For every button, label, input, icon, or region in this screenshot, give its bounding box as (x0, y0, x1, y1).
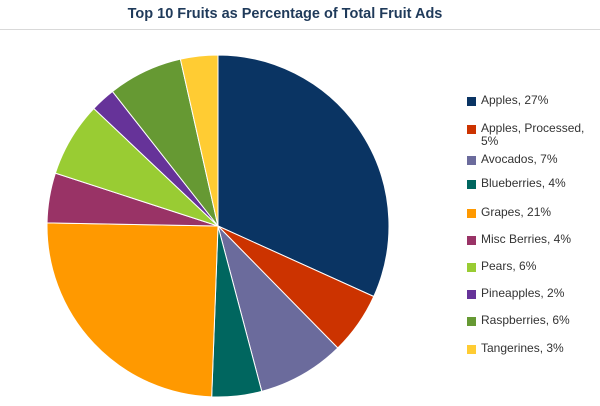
legend-label: Apples, 27% (481, 93, 549, 107)
legend-label: Pears, 6% (481, 259, 537, 273)
legend-swatch (467, 263, 476, 272)
legend-label: Misc Berries, 4% (481, 232, 572, 246)
legend-label: Apples, Processed, 5% (481, 121, 585, 148)
legend-swatch (467, 209, 476, 218)
chart-title: Top 10 Fruits as Percentage of Total Fru… (127, 6, 443, 22)
pie-slice-avocados (217, 224, 339, 392)
legend-label: Avocados, 7% (481, 152, 558, 166)
legend-swatch (467, 345, 476, 354)
legend-label: Tangerines, 3% (481, 341, 564, 355)
legend-label: Raspberries, 6% (481, 313, 570, 327)
legend-label: Pineapples, 2% (481, 286, 565, 300)
legend-label: Grapes, 21% (481, 205, 552, 219)
pie-slice-tangerines (179, 54, 219, 227)
legend-label: Blueberries, 4% (481, 176, 566, 190)
legend-swatch (467, 97, 476, 106)
pie-slice-grapes (46, 222, 219, 398)
legend-swatch (467, 290, 476, 299)
legend-swatch (467, 156, 476, 165)
legend-swatch (467, 236, 476, 245)
pie-slice-apples (217, 54, 390, 298)
legend-swatch (467, 125, 476, 134)
legend-swatch (467, 317, 476, 326)
legend-swatch (467, 180, 476, 189)
title-divider (0, 29, 600, 30)
